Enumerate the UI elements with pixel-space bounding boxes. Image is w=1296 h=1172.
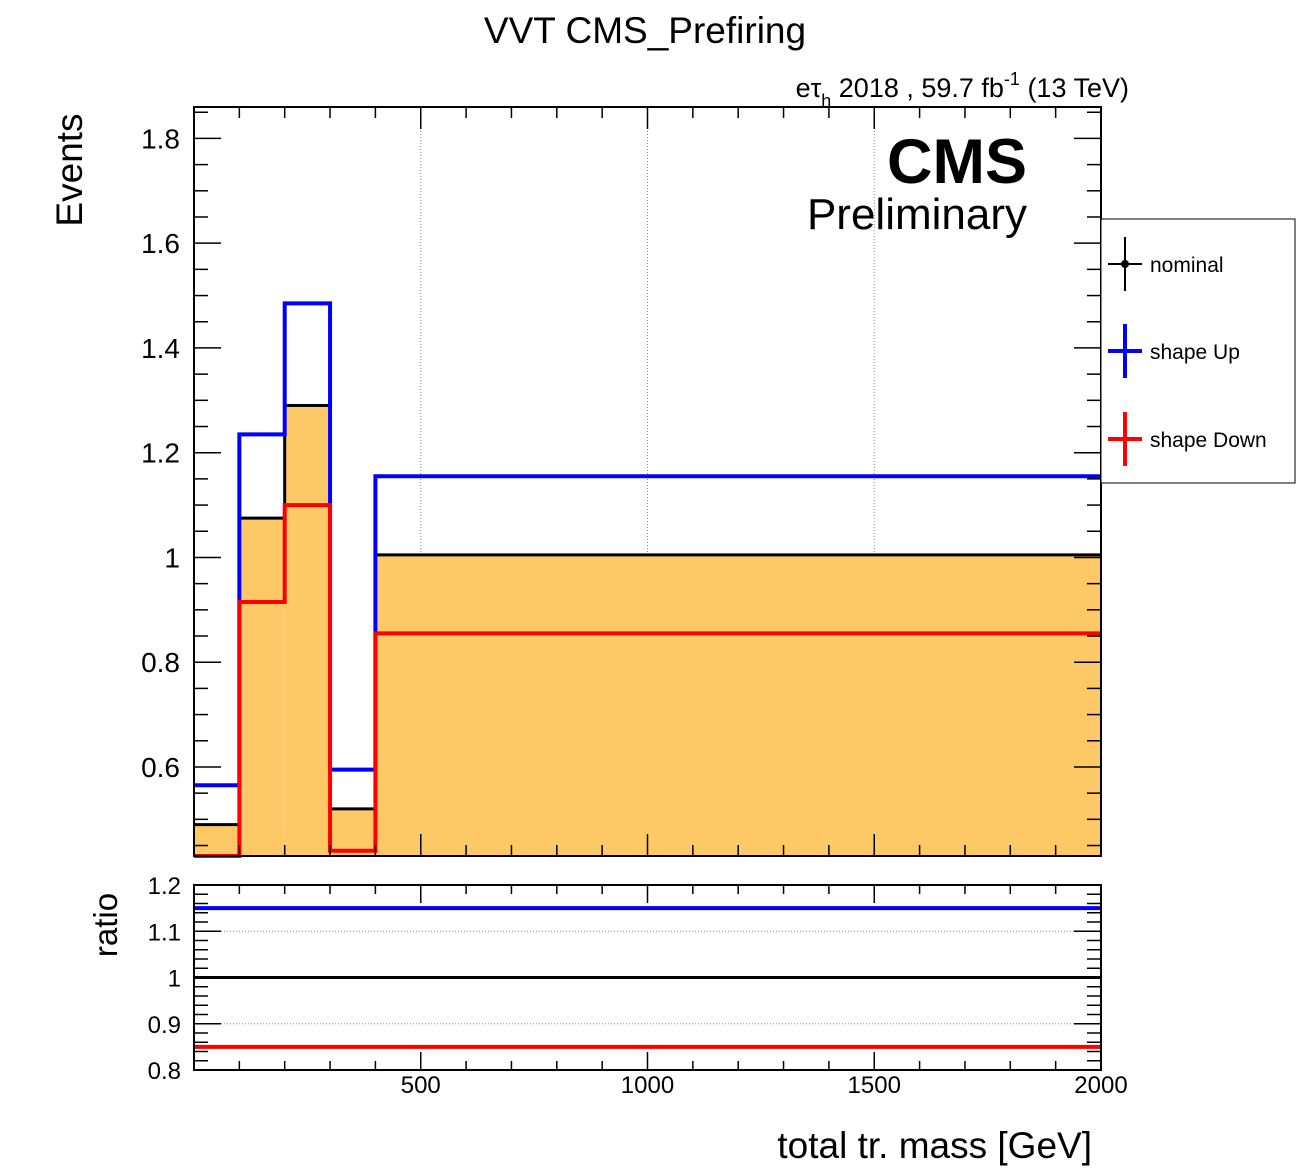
upper-ytick-label: 1.8 xyxy=(141,123,180,154)
upper-ytick-labels: 0.6 0.8 1 1.2 1.4 1.6 1.8 xyxy=(141,123,180,783)
lumi-energy: (13 TeV) xyxy=(1020,73,1129,103)
upper-ytick-label: 0.6 xyxy=(141,752,180,783)
chart-title: VVT CMS_Prefiring xyxy=(484,10,806,51)
cms-label: CMS xyxy=(887,127,1027,197)
lower-ytick-label: 0.9 xyxy=(148,1012,181,1039)
xtick-label: 2000 xyxy=(1074,1072,1127,1099)
upper-ytick-label: 0.8 xyxy=(141,647,180,678)
lower-ytick-label: 0.8 xyxy=(148,1058,181,1085)
cms-sublabel: Preliminary xyxy=(807,190,1027,239)
lower-ytick-label: 1.2 xyxy=(148,873,181,900)
nominal-bar xyxy=(330,808,376,856)
legend-entry-shape-up: shape Up xyxy=(1108,324,1240,378)
nominal-bar xyxy=(194,824,240,856)
upper-ytick-label: 1 xyxy=(164,542,180,573)
lumi-label: eτh 2018 , 59.7 fb-1 (13 TeV) xyxy=(796,69,1129,111)
legend-marker-dot xyxy=(1121,260,1129,268)
legend-entry-nominal: nominal xyxy=(1108,237,1224,291)
nominal-bar xyxy=(284,405,331,856)
lower-ticks xyxy=(194,885,1101,1070)
lower-ytick-label: 1 xyxy=(168,966,181,993)
upper-pad: 0.6 0.8 1 1.2 1.4 1.6 1.8 Events CMS Prelimina… xyxy=(49,106,1102,858)
legend-label: shape Down xyxy=(1150,429,1267,452)
lower-ytick-labels: 0.8 0.9 1 1.1 1.2 xyxy=(148,873,181,1085)
upper-series xyxy=(194,301,1101,858)
lower-ytick-label: 1.1 xyxy=(148,919,181,946)
legend-label: shape Up xyxy=(1150,341,1240,364)
x-axis-label: total tr. mass [GeV] xyxy=(777,1125,1092,1166)
legend-entry-shape-down: shape Down xyxy=(1108,412,1267,466)
upper-ytick-label: 1.6 xyxy=(141,228,180,259)
upper-ylabel: Events xyxy=(49,113,90,226)
lower-pad: 0.8 0.9 1 1.1 1.2 500 1000 1500 2000 ratio tota… xyxy=(87,873,1128,1166)
nominal-bar xyxy=(375,554,1101,856)
legend: nominal shape Up shape Down xyxy=(1100,218,1296,484)
upper-ytick-label: 1.4 xyxy=(141,333,180,364)
lumi-channel: eτ xyxy=(796,73,822,103)
lumi-channel-sub: h xyxy=(821,91,831,111)
lower-ylabel: ratio xyxy=(87,893,124,957)
lumi-exp: -1 xyxy=(1004,69,1020,89)
xtick-labels: 500 1000 1500 2000 xyxy=(401,1072,1128,1099)
nominal-bar xyxy=(239,518,285,856)
xtick-label: 1000 xyxy=(621,1072,674,1099)
upper-ytick-label: 1.2 xyxy=(141,438,180,469)
upper-ticks xyxy=(194,107,1101,856)
xtick-label: 1500 xyxy=(848,1072,901,1099)
series-shape-down-line xyxy=(194,503,1101,858)
lower-series xyxy=(194,906,1101,1049)
legend-label: nominal xyxy=(1150,254,1224,277)
lumi-year: 2018 , 59.7 fb xyxy=(831,73,1004,103)
xtick-label: 500 xyxy=(401,1072,441,1099)
nominal-fill xyxy=(194,405,1101,856)
legend-entries: nominal shape Up shape Down xyxy=(1108,237,1267,466)
